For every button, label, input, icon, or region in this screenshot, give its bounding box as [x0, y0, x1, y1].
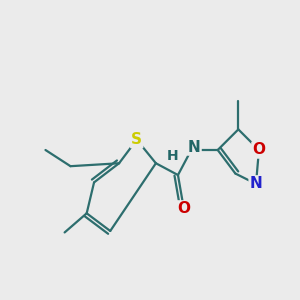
Text: O: O [252, 142, 266, 158]
Text: O: O [177, 201, 190, 216]
Text: N: N [250, 176, 262, 191]
Text: N: N [188, 140, 200, 154]
Text: S: S [131, 132, 142, 147]
Text: H: H [166, 149, 178, 163]
